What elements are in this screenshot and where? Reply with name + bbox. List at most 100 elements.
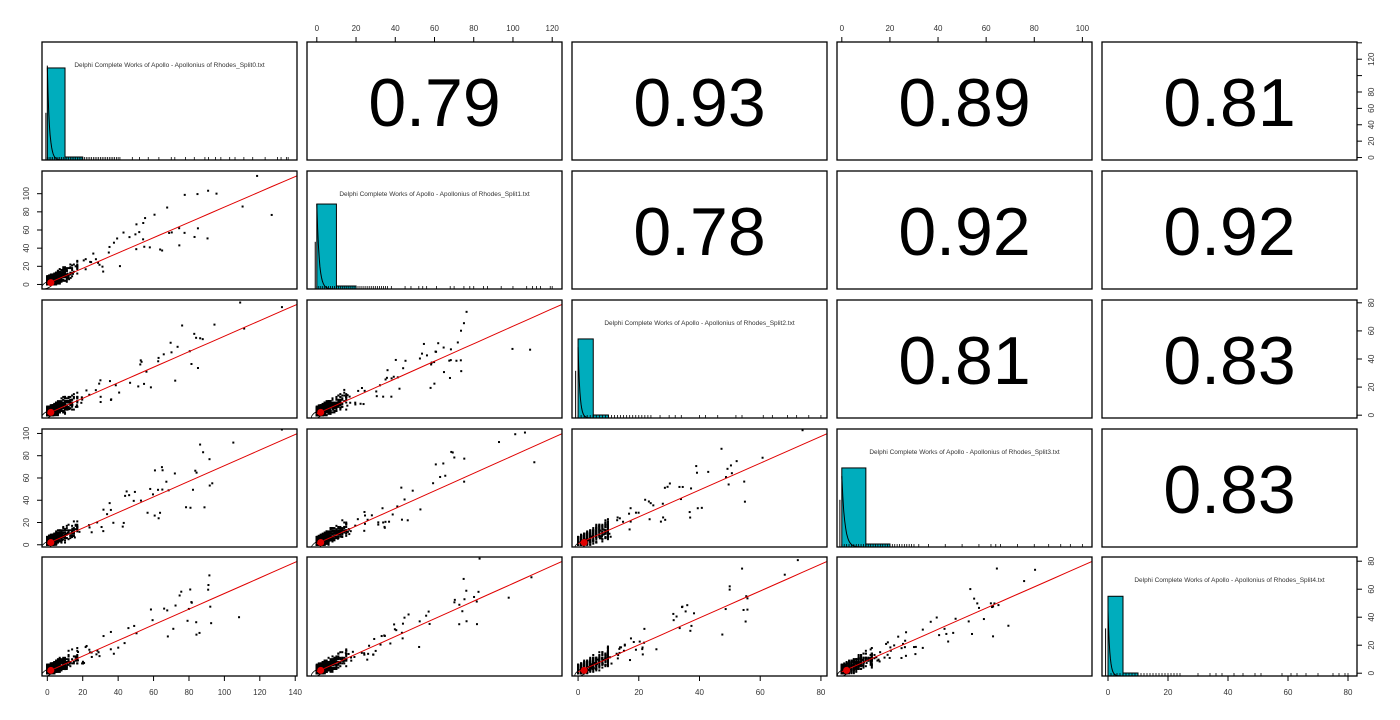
correlation-panel-Split0-Split3: 0.89: [836, 41, 1093, 161]
variable-name-label: Delphi Complete Works of Apollo - Apollo…: [74, 62, 264, 69]
loess-smooth-line: [577, 560, 827, 673]
axis-tick-label: 40: [1224, 688, 1233, 697]
loess-smooth-line: [47, 560, 297, 673]
correlation-value: 0.93: [633, 65, 765, 141]
correlation-value: 0.78: [633, 194, 765, 270]
axis-tick-label: 80: [1367, 556, 1376, 565]
axis-tick-label: 20: [1164, 688, 1173, 697]
correlation-panel-Split1-Split2: 0.78: [571, 170, 828, 290]
axis-tick-label: 80: [469, 24, 478, 33]
axis-tick-label: 80: [22, 207, 31, 216]
axis-tick-label: 80: [1367, 298, 1376, 307]
axis-tick-label: 80: [1344, 688, 1353, 697]
axis-tick-label: 100: [22, 186, 31, 200]
histogram-bar: [841, 467, 867, 548]
scatter-panel-Split2-vs-Split0: [41, 299, 298, 419]
centroid-marker: [580, 666, 588, 674]
correlation-panel-Split0-Split2: 0.93: [571, 41, 828, 161]
axis-tick-label: 60: [1367, 326, 1376, 335]
correlation-panel-Split0-Split4: 0.81: [1101, 41, 1358, 161]
correlation-value: 0.79: [368, 65, 500, 141]
scatter-panel-Split4-vs-Split2: [571, 556, 828, 677]
centroid-marker: [843, 666, 851, 674]
scatter-panel-Split3-vs-Split2: [571, 428, 828, 548]
axis-tick-label: 60: [430, 24, 439, 33]
variable-name-label: Delphi Complete Works of Apollo - Apollo…: [1134, 577, 1324, 584]
centroid-marker: [47, 666, 55, 674]
axis-tick-label: 40: [934, 24, 943, 33]
scatter-panel-Split4-vs-Split1: [306, 556, 563, 677]
axis-tick-label: 80: [185, 688, 194, 697]
scatter-panel-Split1-vs-Split0: [41, 170, 298, 290]
correlation-value: 0.81: [898, 323, 1030, 399]
axis-tick-label: 120: [1367, 52, 1376, 66]
axis-tick-label: 20: [352, 24, 361, 33]
axis-tick-label: 60: [22, 473, 31, 482]
axis-tick-label: 60: [22, 225, 31, 234]
axis-tick-label: 0: [576, 688, 581, 697]
loess-smooth-line: [47, 303, 297, 415]
axis-tick-label: 20: [634, 688, 643, 697]
histogram-panel-Split0: Delphi Complete Works of Apollo - Apollo…: [41, 41, 298, 161]
centroid-marker: [317, 408, 325, 416]
axis-tick-label: 20: [22, 518, 31, 527]
loess-smooth-line: [316, 433, 562, 545]
axis-tick-label: 80: [22, 451, 31, 460]
axis-tick-label: 80: [1030, 24, 1039, 33]
correlation-panel-Split1-Split4: 0.92: [1101, 170, 1358, 290]
axis-tick-label: 40: [695, 688, 704, 697]
loess-smooth-line: [316, 560, 562, 673]
axis-tick-label: 60: [1367, 103, 1376, 112]
axis-tick-label: 20: [78, 688, 87, 697]
correlation-panel-Split2-Split4: 0.83: [1101, 299, 1358, 419]
axis-tick-label: 40: [1367, 120, 1376, 129]
histogram-panel-Split4: Delphi Complete Works of Apollo - Apollo…: [1101, 556, 1358, 677]
axis-tick-label: 0: [1367, 155, 1376, 160]
axis-tick-label: 40: [22, 495, 31, 504]
axis-tick-label: 40: [1367, 612, 1376, 621]
correlation-panel-Split0-Split1: 0.79: [306, 41, 563, 161]
axis-tick-label: 120: [546, 24, 560, 33]
axis-tick-label: 20: [1367, 640, 1376, 649]
loess-smooth-line: [316, 303, 562, 415]
axis-tick-label: 60: [982, 24, 991, 33]
correlation-value: 0.92: [898, 194, 1030, 270]
axis-tick-label: 0: [1106, 688, 1111, 697]
axis-tick-label: 100: [506, 24, 520, 33]
axis-tick-label: 80: [816, 688, 825, 697]
correlation-panel-Split2-Split3: 0.81: [836, 299, 1093, 419]
histogram-bar: [46, 67, 66, 161]
axis-tick-label: 40: [391, 24, 400, 33]
histogram-panel-Split1: Delphi Complete Works of Apollo - Apollo…: [306, 170, 563, 290]
axis-tick-label: 60: [1367, 584, 1376, 593]
axis-tick-label: 0: [45, 688, 50, 697]
centroid-marker: [317, 539, 325, 547]
axis-tick-label: 40: [22, 243, 31, 252]
axis-tick-label: 140: [289, 688, 303, 697]
centroid-marker: [47, 279, 55, 287]
axis-tick-label: 60: [1284, 688, 1293, 697]
scatter-panel-Split3-vs-Split1: [306, 428, 563, 548]
variable-name-label: Delphi Complete Works of Apollo - Apollo…: [604, 320, 794, 327]
axis-tick-label: 0: [1367, 412, 1376, 417]
histogram-bar: [577, 338, 594, 419]
axis-tick-label: 20: [1367, 136, 1376, 145]
variable-name-label: Delphi Complete Works of Apollo - Apollo…: [869, 449, 1059, 456]
correlation-value: 0.89: [898, 65, 1030, 141]
axis-tick-label: 80: [1367, 87, 1376, 96]
axis-tick-label: 100: [218, 688, 232, 697]
centroid-marker: [580, 539, 588, 547]
histogram-bar: [1107, 595, 1124, 677]
correlation-value: 0.83: [1163, 452, 1295, 528]
correlation-value: 0.92: [1163, 194, 1295, 270]
scatter-panel-Split2-vs-Split1: [306, 299, 563, 419]
axis-tick-label: 60: [149, 688, 158, 697]
loess-smooth-line: [47, 175, 297, 285]
axis-tick-label: 20: [885, 24, 894, 33]
axis-tick-label: 40: [1367, 354, 1376, 363]
axis-tick-label: 60: [756, 688, 765, 697]
histogram-panel-Split2: Delphi Complete Works of Apollo - Apollo…: [571, 299, 828, 419]
axis-tick-label: 20: [1367, 382, 1376, 391]
axis-tick-label: 0: [315, 24, 320, 33]
